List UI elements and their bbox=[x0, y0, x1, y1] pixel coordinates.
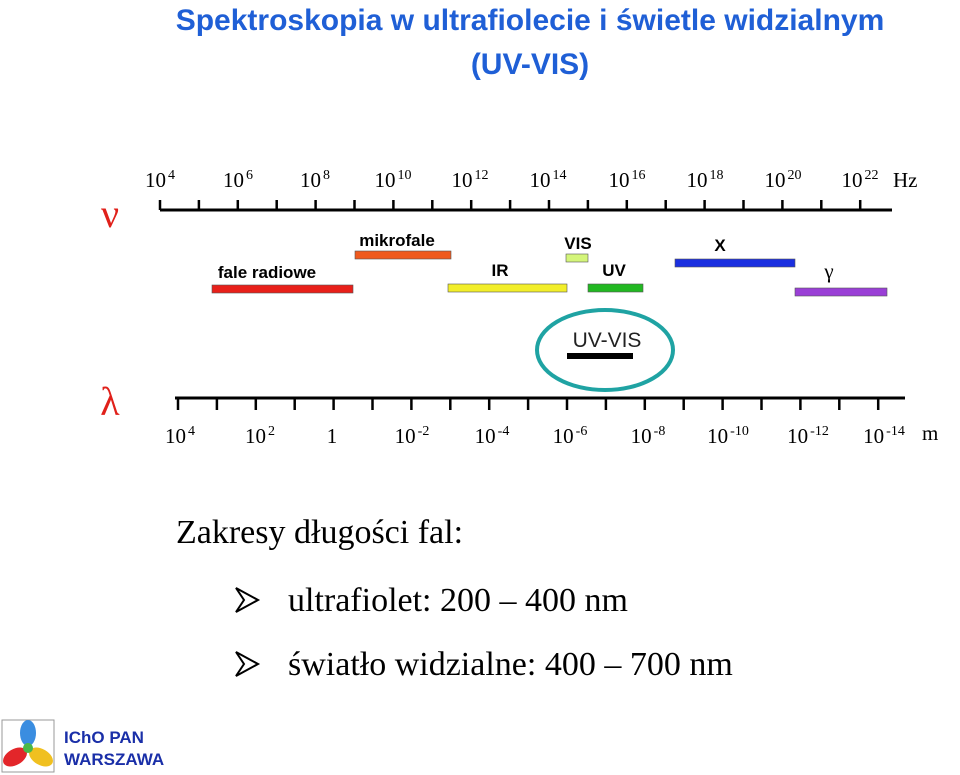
wavelength-label-exponent: -8 bbox=[654, 424, 666, 439]
wavelength-label-base: 10 bbox=[863, 424, 884, 448]
frequency-label-exponent: 12 bbox=[475, 168, 489, 183]
frequency-label: 10 14 bbox=[530, 168, 567, 192]
frequency-label-exponent: 4 bbox=[168, 168, 175, 183]
wavelength-label-exponent: 2 bbox=[268, 424, 275, 439]
wavelength-label: 10 2 bbox=[245, 424, 275, 448]
wavelength-label-exponent: -4 bbox=[498, 424, 510, 439]
band bbox=[674, 258, 796, 268]
wavelength-label-exponent: 4 bbox=[188, 424, 195, 439]
wavelength-label-base: 10 bbox=[395, 424, 416, 448]
frequency-label: 10 20 bbox=[765, 168, 802, 192]
wavelength-label: 10 -10 bbox=[707, 424, 749, 448]
wavelength-label-base: 10 bbox=[553, 424, 574, 448]
wavelength-label-exponent: -14 bbox=[886, 424, 905, 439]
frequency-label: 10 12 bbox=[452, 168, 489, 192]
band-label: VIS bbox=[564, 234, 591, 253]
frequency-label-base: 10 bbox=[300, 168, 321, 192]
wavelength-label-base: 10 bbox=[245, 424, 266, 448]
frequency-label-base: 10 bbox=[687, 168, 708, 192]
band bbox=[211, 284, 354, 294]
wavelength-label-base: 10 bbox=[707, 424, 728, 448]
range-item: ultrafiolet: 200 – 400 nm bbox=[288, 582, 628, 619]
frequency-label: 10 8 bbox=[300, 168, 330, 192]
frequency-symbol: ν bbox=[101, 191, 119, 236]
title-line: (UV-VIS) bbox=[471, 48, 589, 81]
wavelength-symbol: λ bbox=[100, 379, 120, 424]
title-line: Spektroskopia w ultrafiolecie i świetle … bbox=[176, 4, 885, 37]
frequency-label: 10 18 bbox=[687, 168, 724, 192]
wavelength-label-base: 1 bbox=[327, 424, 338, 448]
frequency-label-exponent: 20 bbox=[788, 168, 802, 183]
frequency-label-base: 10 bbox=[452, 168, 473, 192]
ranges-heading: Zakresy długości fal: bbox=[176, 514, 463, 551]
bullet bbox=[235, 587, 261, 613]
wavelength-label-base: 10 bbox=[631, 424, 652, 448]
frequency-label-exponent: 6 bbox=[246, 168, 253, 183]
frequency-label-exponent: 22 bbox=[865, 168, 879, 183]
wavelength-label: 10 -2 bbox=[395, 424, 430, 448]
band bbox=[565, 253, 589, 263]
frequency-label-base: 10 bbox=[609, 168, 630, 192]
frequency-label-base: 10 bbox=[842, 168, 863, 192]
logo-text: WARSZAWA bbox=[64, 750, 164, 769]
frequency-label-exponent: 16 bbox=[632, 168, 646, 183]
wavelength-label: 1 bbox=[327, 424, 338, 448]
wavelength-label-exponent: -12 bbox=[810, 424, 829, 439]
band-label: mikrofale bbox=[359, 231, 435, 250]
uv-vis-label: UV-VIS bbox=[573, 329, 642, 352]
frequency-label: 10 10 bbox=[375, 168, 412, 192]
band bbox=[447, 283, 568, 293]
band bbox=[587, 283, 644, 293]
band bbox=[354, 250, 452, 260]
frequency-label-base: 10 bbox=[765, 168, 786, 192]
frequency-label-base: 10 bbox=[530, 168, 551, 192]
band-label: fale radiowe bbox=[218, 263, 316, 282]
wavelength-label: 10 -8 bbox=[631, 424, 666, 448]
wavelength-label: 10 -12 bbox=[787, 424, 829, 448]
wavelength-label: 10 -6 bbox=[553, 424, 588, 448]
band-label: UV bbox=[602, 261, 626, 280]
frequency-label-exponent: 18 bbox=[710, 168, 724, 183]
wavelength-label-exponent: -2 bbox=[418, 424, 430, 439]
wavelength-label-base: 10 bbox=[165, 424, 186, 448]
logo-text: IChO PAN bbox=[64, 728, 144, 747]
frequency-label-exponent: 8 bbox=[323, 168, 330, 183]
wavelength-label-base: 10 bbox=[475, 424, 496, 448]
wavelength-label: 10 -14 bbox=[863, 424, 905, 448]
bullet bbox=[235, 651, 261, 677]
uv-vis-bar bbox=[567, 353, 633, 359]
wavelength-label-exponent: -6 bbox=[576, 424, 588, 439]
frequency-label-base: 10 bbox=[223, 168, 244, 192]
band-label: γ bbox=[823, 259, 833, 283]
frequency-label: 10 6 bbox=[223, 168, 253, 192]
band-label: X bbox=[714, 236, 726, 255]
frequency-label-exponent: 10 bbox=[398, 168, 412, 183]
range-item: światło widzialne: 400 – 700 nm bbox=[288, 646, 733, 683]
wavelength-label: 10 4 bbox=[165, 424, 195, 448]
frequency-label-base: 10 bbox=[145, 168, 166, 192]
band-label: IR bbox=[492, 261, 509, 280]
wavelength-unit: m bbox=[922, 421, 938, 445]
wavelength-label-base: 10 bbox=[787, 424, 808, 448]
frequency-label: 10 4 bbox=[145, 168, 175, 192]
frequency-label-exponent: 14 bbox=[553, 168, 567, 183]
frequency-label-base: 10 bbox=[375, 168, 396, 192]
uv-vis-ring bbox=[535, 308, 675, 392]
logo-icon bbox=[1, 719, 55, 773]
frequency-label: 10 22 bbox=[842, 168, 879, 192]
frequency-unit: Hz bbox=[893, 168, 918, 192]
frequency-label: 10 16 bbox=[609, 168, 646, 192]
band bbox=[794, 287, 888, 297]
wavelength-label: 10 -4 bbox=[475, 424, 510, 448]
wavelength-label-exponent: -10 bbox=[730, 424, 749, 439]
